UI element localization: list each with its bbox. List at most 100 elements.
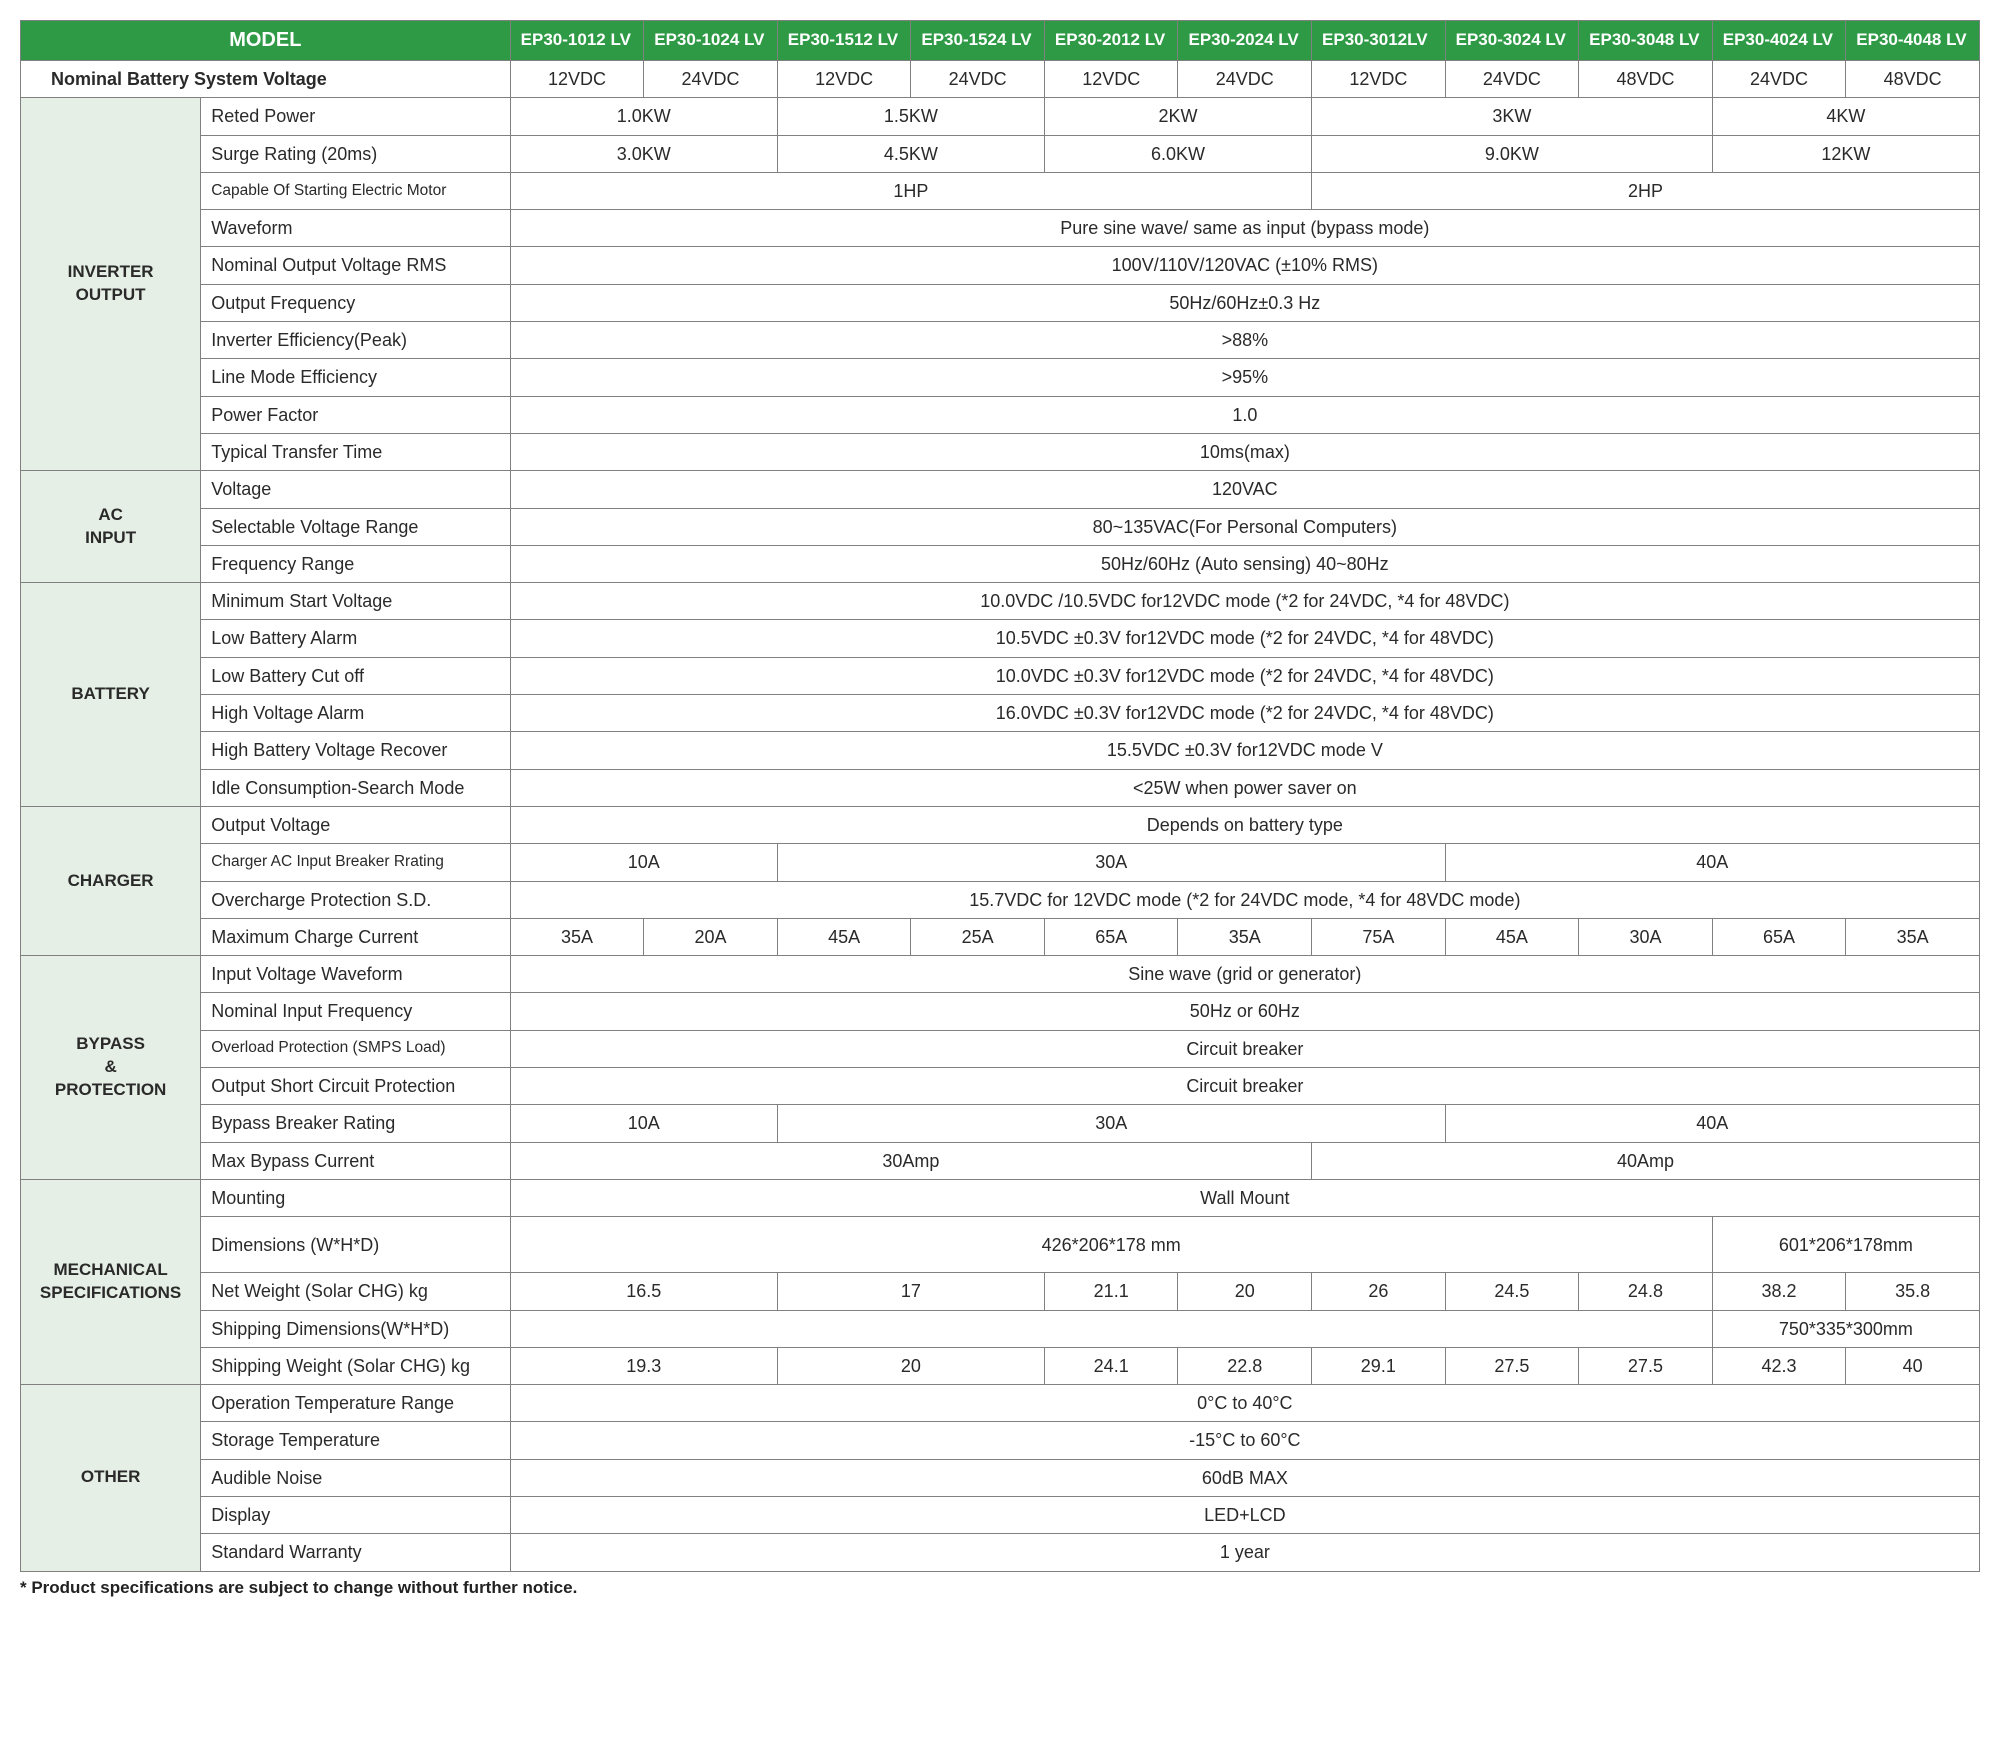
- table-row: Low Battery Cut off10.0VDC ±0.3V for12VD…: [21, 657, 1980, 694]
- row-label: Overload Protection (SMPS Load): [201, 1030, 510, 1067]
- table-row: Power Factor1.0: [21, 396, 1980, 433]
- table-row: Bypass Breaker Rating10A30A40A: [21, 1105, 1980, 1142]
- spec-value: 10.0VDC /10.5VDC for12VDC mode (*2 for 2…: [510, 583, 1979, 620]
- table-row: Net Weight (Solar CHG) kg16.51721.120262…: [21, 1273, 1980, 1310]
- spec-value: Circuit breaker: [510, 1068, 1979, 1105]
- spec-value: 50Hz/60Hz±0.3 Hz: [510, 284, 1979, 321]
- spec-value: 27.5: [1579, 1347, 1713, 1384]
- spec-value: 1.0: [510, 396, 1979, 433]
- row-label: Net Weight (Solar CHG) kg: [201, 1273, 510, 1310]
- spec-value: 10A: [510, 844, 777, 881]
- spec-value: 2HP: [1312, 172, 1980, 209]
- model-header: MODEL: [21, 21, 511, 61]
- row-label: Voltage: [201, 471, 510, 508]
- category-header: INVERTEROUTPUT: [21, 98, 201, 471]
- row-label: Mounting: [201, 1179, 510, 1216]
- spec-value: 10.0VDC ±0.3V for12VDC mode (*2 for 24VD…: [510, 657, 1979, 694]
- category-header: CHARGER: [21, 806, 201, 955]
- spec-value: <25W when power saver on: [510, 769, 1979, 806]
- spec-value: 10A: [510, 1105, 777, 1142]
- spec-value: 4.5KW: [777, 135, 1044, 172]
- spec-value: 42.3: [1712, 1347, 1846, 1384]
- table-row: Shipping Dimensions(W*H*D)750*335*300mm: [21, 1310, 1980, 1347]
- row-label: Output Short Circuit Protection: [201, 1068, 510, 1105]
- spec-value: >95%: [510, 359, 1979, 396]
- table-row: Surge Rating (20ms)3.0KW4.5KW6.0KW9.0KW1…: [21, 135, 1980, 172]
- spec-value: 1.5KW: [777, 98, 1044, 135]
- row-label: Standard Warranty: [201, 1534, 510, 1571]
- spec-value: 0°C to 40°C: [510, 1385, 1979, 1422]
- model-col: EP30-2012 LV: [1044, 21, 1178, 61]
- spec-value: 80~135VAC(For Personal Computers): [510, 508, 1979, 545]
- table-row: Shipping Weight (Solar CHG) kg19.32024.1…: [21, 1347, 1980, 1384]
- table-row: Output Short Circuit ProtectionCircuit b…: [21, 1068, 1980, 1105]
- row-label: Charger AC Input Breaker Rrating: [201, 844, 510, 881]
- spec-value: Pure sine wave/ same as input (bypass mo…: [510, 210, 1979, 247]
- model-col: EP30-3024 LV: [1445, 21, 1579, 61]
- row-label: Waveform: [201, 210, 510, 247]
- row-label: Inverter Efficiency(Peak): [201, 322, 510, 359]
- table-row: Typical Transfer Time10ms(max): [21, 433, 1980, 470]
- row-label: Audible Noise: [201, 1459, 510, 1496]
- row-label: Typical Transfer Time: [201, 433, 510, 470]
- table-row: Low Battery Alarm10.5VDC ±0.3V for12VDC …: [21, 620, 1980, 657]
- model-col: EP30-1512 LV: [777, 21, 911, 61]
- spec-value: >88%: [510, 322, 1979, 359]
- table-row: Nominal Output Voltage RMS100V/110V/120V…: [21, 247, 1980, 284]
- row-label: Shipping Weight (Solar CHG) kg: [201, 1347, 510, 1384]
- spec-value: 40: [1846, 1347, 1980, 1384]
- row-label: Bypass Breaker Rating: [201, 1105, 510, 1142]
- category-header: ACINPUT: [21, 471, 201, 583]
- table-row: Max Bypass Current30Amp40Amp: [21, 1142, 1980, 1179]
- model-col: EP30-3012LV: [1312, 21, 1446, 61]
- spec-value: 9.0KW: [1312, 135, 1713, 172]
- spec-value: 50Hz/60Hz (Auto sensing) 40~80Hz: [510, 545, 1979, 582]
- spec-value: 750*335*300mm: [1712, 1310, 1979, 1347]
- spec-value: 35.8: [1846, 1273, 1980, 1310]
- spec-value: 10.5VDC ±0.3V for12VDC mode (*2 for 24VD…: [510, 620, 1979, 657]
- row-label: Capable Of Starting Electric Motor: [201, 172, 510, 209]
- nbv-row: Nominal Battery System Voltage 12VDC 24V…: [21, 61, 1980, 98]
- row-label: Input Voltage Waveform: [201, 956, 510, 993]
- row-label: Display: [201, 1496, 510, 1533]
- spec-value: 60dB MAX: [510, 1459, 1979, 1496]
- spec-value: 1HP: [510, 172, 1311, 209]
- row-label: Idle Consumption-Search Mode: [201, 769, 510, 806]
- spec-value: 24.8: [1579, 1273, 1713, 1310]
- spec-value: 25A: [911, 918, 1045, 955]
- category-header: OTHER: [21, 1385, 201, 1571]
- spec-value: 6.0KW: [1044, 135, 1311, 172]
- spec-value: 3KW: [1312, 98, 1713, 135]
- nbv-val: 24VDC: [1445, 61, 1579, 98]
- row-label: Nominal Output Voltage RMS: [201, 247, 510, 284]
- model-col: EP30-3048 LV: [1579, 21, 1713, 61]
- spec-table: MODEL EP30-1012 LV EP30-1024 LV EP30-151…: [20, 20, 1980, 1572]
- spec-value: 426*206*178 mm: [510, 1217, 1712, 1273]
- table-row: Line Mode Efficiency>95%: [21, 359, 1980, 396]
- spec-value: 30A: [777, 1105, 1445, 1142]
- row-label: Surge Rating (20ms): [201, 135, 510, 172]
- nbv-val: 24VDC: [911, 61, 1045, 98]
- spec-value: 21.1: [1044, 1273, 1178, 1310]
- table-row: Overload Protection (SMPS Load)Circuit b…: [21, 1030, 1980, 1067]
- spec-value: 30A: [1579, 918, 1713, 955]
- row-label: High Battery Voltage Recover: [201, 732, 510, 769]
- spec-value: 30Amp: [510, 1142, 1311, 1179]
- table-row: Inverter Efficiency(Peak)>88%: [21, 322, 1980, 359]
- table-row: Maximum Charge Current35A20A45A25A65A35A…: [21, 918, 1980, 955]
- nbv-val: 12VDC: [777, 61, 911, 98]
- spec-value: 1 year: [510, 1534, 1979, 1571]
- spec-value: 17: [777, 1273, 1044, 1310]
- spec-value: 30A: [777, 844, 1445, 881]
- spec-value: 19.3: [510, 1347, 777, 1384]
- spec-value: 10ms(max): [510, 433, 1979, 470]
- table-row: MECHANICALSPECIFICATIONSMountingWall Mou…: [21, 1179, 1980, 1216]
- table-row: Capable Of Starting Electric Motor1HP2HP: [21, 172, 1980, 209]
- row-label: Frequency Range: [201, 545, 510, 582]
- row-label: Low Battery Alarm: [201, 620, 510, 657]
- nbv-val: 24VDC: [1712, 61, 1846, 98]
- table-row: Frequency Range50Hz/60Hz (Auto sensing) …: [21, 545, 1980, 582]
- model-col: EP30-4024 LV: [1712, 21, 1846, 61]
- table-row: Audible Noise60dB MAX: [21, 1459, 1980, 1496]
- row-label: Overcharge Protection S.D.: [201, 881, 510, 918]
